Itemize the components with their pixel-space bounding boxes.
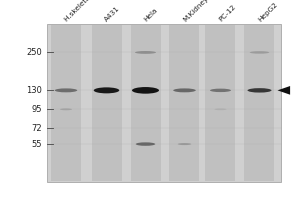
Bar [244, 25, 274, 181]
Text: A431: A431 [104, 5, 121, 23]
Ellipse shape [210, 89, 231, 92]
Ellipse shape [94, 87, 119, 93]
Text: 250: 250 [26, 48, 42, 57]
Bar [46, 24, 280, 182]
Bar [169, 25, 200, 181]
Ellipse shape [250, 51, 269, 54]
Ellipse shape [55, 88, 77, 92]
Text: 130: 130 [26, 86, 42, 95]
Text: M.Kidney: M.Kidney [182, 0, 209, 23]
Bar [130, 25, 160, 181]
Polygon shape [278, 86, 290, 95]
Bar [206, 25, 236, 181]
Ellipse shape [214, 108, 226, 110]
Ellipse shape [135, 51, 156, 54]
Text: H.skeletal muscle: H.skeletal muscle [63, 0, 112, 23]
Ellipse shape [136, 142, 155, 146]
Text: HepG2: HepG2 [257, 1, 279, 23]
Ellipse shape [248, 88, 272, 93]
Text: 95: 95 [32, 105, 42, 114]
Ellipse shape [60, 108, 72, 110]
Bar [51, 25, 81, 181]
Text: Hela: Hela [143, 7, 159, 23]
Text: PC-12: PC-12 [218, 4, 237, 23]
Bar [92, 25, 122, 181]
Text: 55: 55 [32, 140, 42, 149]
Ellipse shape [173, 88, 196, 92]
Text: 72: 72 [32, 124, 42, 133]
Ellipse shape [178, 143, 191, 145]
Ellipse shape [132, 87, 159, 94]
